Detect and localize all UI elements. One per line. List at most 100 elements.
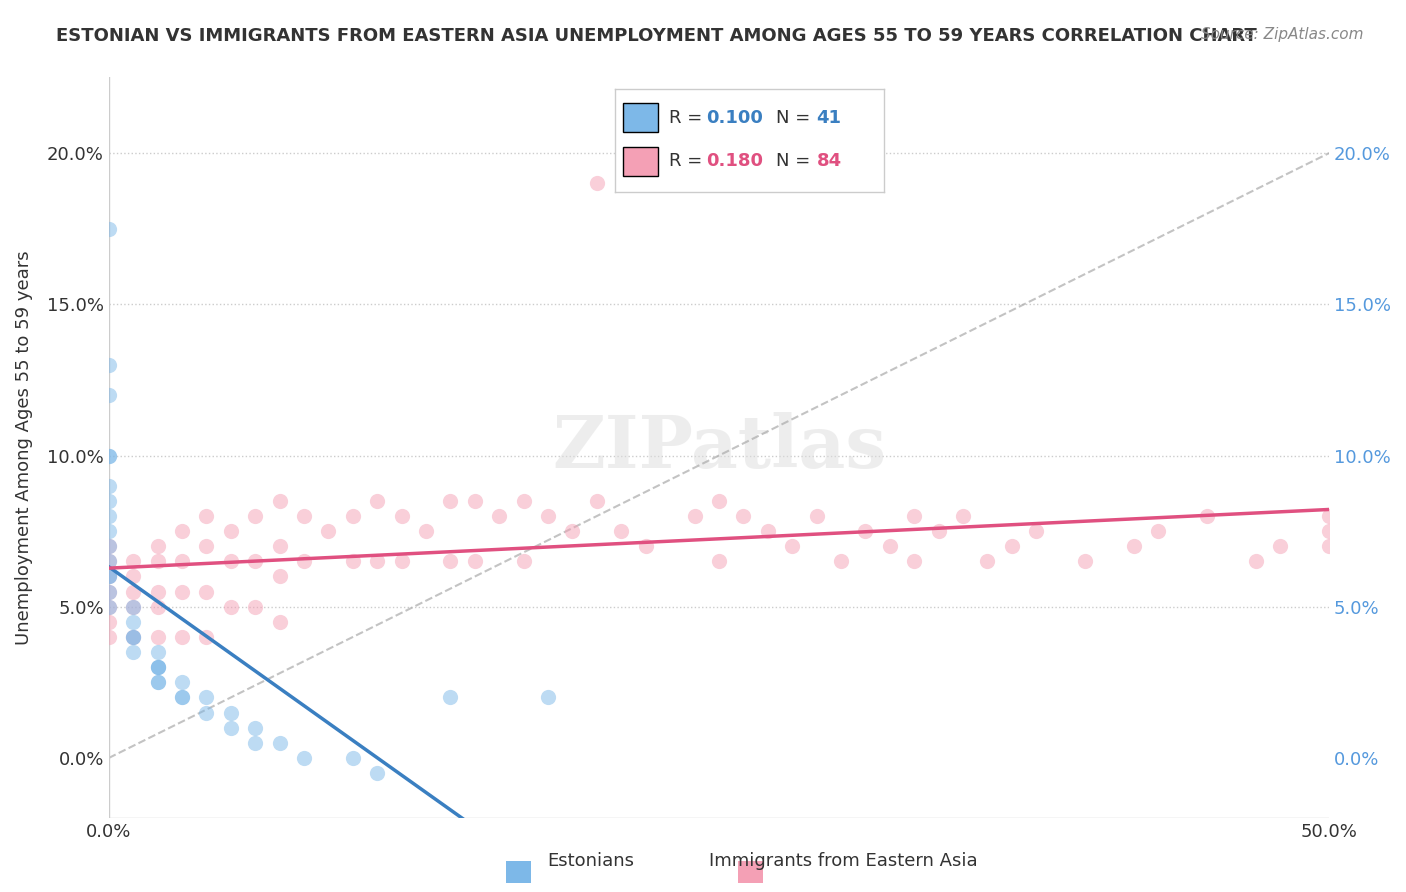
Point [97, 449, 120, 463]
Point [219, 554, 242, 568]
Point [1317, 508, 1340, 523]
Point [1317, 539, 1340, 553]
Point [561, 524, 583, 538]
Point [586, 494, 609, 508]
Point [122, 645, 145, 659]
Point [146, 660, 169, 674]
Point [195, 706, 218, 720]
Point [537, 690, 560, 705]
Point [610, 524, 633, 538]
Text: ESTONIAN VS IMMIGRANTS FROM EASTERN ASIA UNEMPLOYMENT AMONG AGES 55 TO 59 YEARS : ESTONIAN VS IMMIGRANTS FROM EASTERN ASIA… [56, 27, 1257, 45]
Point [292, 554, 315, 568]
Point [366, 554, 388, 568]
Point [97, 569, 120, 583]
Point [146, 554, 169, 568]
Point [97, 599, 120, 614]
Point [97, 539, 120, 553]
Point [586, 176, 609, 190]
Point [245, 554, 267, 568]
Point [952, 508, 974, 523]
Point [1001, 539, 1024, 553]
Y-axis label: Unemployment Among Ages 55 to 59 years: Unemployment Among Ages 55 to 59 years [15, 251, 32, 645]
Point [97, 508, 120, 523]
Point [269, 494, 291, 508]
Point [146, 630, 169, 644]
Point [488, 508, 510, 523]
Point [464, 494, 486, 508]
Point [976, 554, 998, 568]
Point [146, 675, 169, 690]
Point [97, 554, 120, 568]
Point [97, 584, 120, 599]
Point [97, 630, 120, 644]
Point [1147, 524, 1170, 538]
Point [439, 690, 461, 705]
Point [269, 539, 291, 553]
Point [439, 494, 461, 508]
Point [146, 660, 169, 674]
Point [1197, 508, 1219, 523]
Point [853, 524, 876, 538]
Point [97, 569, 120, 583]
Point [683, 508, 706, 523]
Point [170, 675, 193, 690]
Point [1270, 539, 1292, 553]
Point [146, 675, 169, 690]
Point [97, 221, 120, 235]
Point [245, 508, 267, 523]
Point [928, 524, 950, 538]
Point [97, 584, 120, 599]
Point [219, 524, 242, 538]
Point [97, 358, 120, 372]
Point [97, 539, 120, 553]
Point [318, 524, 340, 538]
Point [342, 508, 364, 523]
Point [707, 494, 730, 508]
Point [1025, 524, 1047, 538]
Point [512, 554, 534, 568]
Point [269, 736, 291, 750]
Point [195, 508, 218, 523]
Point [170, 690, 193, 705]
Point [806, 508, 828, 523]
Point [122, 630, 145, 644]
Point [122, 599, 145, 614]
Point [1317, 524, 1340, 538]
Point [195, 630, 218, 644]
Point [366, 766, 388, 780]
Point [245, 721, 267, 735]
Point [170, 690, 193, 705]
Point [170, 554, 193, 568]
Point [122, 630, 145, 644]
Point [146, 599, 169, 614]
Point [122, 599, 145, 614]
Point [415, 524, 437, 538]
Point [391, 508, 413, 523]
Point [122, 584, 145, 599]
Point [512, 494, 534, 508]
Point [830, 554, 852, 568]
Point [170, 630, 193, 644]
Text: Source: ZipAtlas.com: Source: ZipAtlas.com [1201, 27, 1364, 42]
Point [464, 554, 486, 568]
Point [97, 524, 120, 538]
Point [439, 554, 461, 568]
Point [195, 539, 218, 553]
Point [97, 479, 120, 493]
Point [269, 569, 291, 583]
Text: Estonians: Estonians [547, 852, 634, 870]
Point [122, 615, 145, 629]
Point [219, 721, 242, 735]
Point [146, 660, 169, 674]
Point [733, 508, 755, 523]
Point [634, 539, 657, 553]
Point [756, 524, 779, 538]
Point [122, 554, 145, 568]
Point [146, 645, 169, 659]
Point [707, 554, 730, 568]
Point [170, 524, 193, 538]
Point [292, 751, 315, 765]
Point [122, 630, 145, 644]
Point [245, 599, 267, 614]
Point [97, 449, 120, 463]
